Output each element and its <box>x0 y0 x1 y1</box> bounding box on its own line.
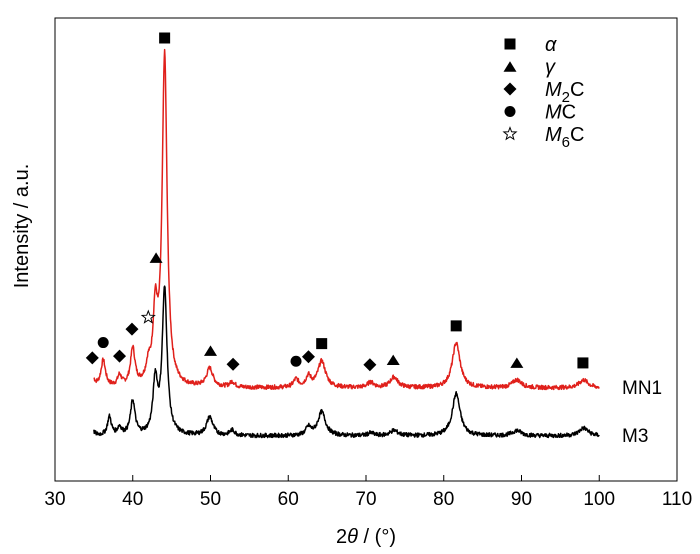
legend-label-italic: α <box>545 34 557 56</box>
marker-triangle <box>386 354 400 366</box>
marker-circle <box>97 337 109 349</box>
marker-diamond <box>301 350 315 364</box>
legend-symbol-square <box>504 38 516 50</box>
marker-triangle <box>149 252 163 263</box>
marker-diamond <box>113 349 127 363</box>
x-axis-label-unit: / (°) <box>358 526 396 548</box>
legend-label: M2C <box>545 79 584 106</box>
legend-label-italic: M <box>545 102 562 124</box>
series-label-mn1: MN1 <box>622 378 662 399</box>
marker-square <box>316 338 328 350</box>
legend-label-suffix: C <box>570 79 584 101</box>
marker-circle <box>290 355 302 367</box>
series-label-m3: M3 <box>622 426 648 447</box>
legend-label: M6C <box>545 124 584 151</box>
legend-symbol-star <box>502 126 518 141</box>
x-tick-label: 100 <box>583 489 615 510</box>
legend-label-suffix: C <box>570 124 584 146</box>
legend-label-subscript: 6 <box>562 134 570 151</box>
marker-star <box>140 309 156 324</box>
x-tick-label: 90 <box>511 489 532 510</box>
x-axis-label-prefix: 2 <box>336 526 347 548</box>
y-axis-label: Intensity / a.u. <box>11 164 33 289</box>
legend-symbol-circle <box>504 106 516 117</box>
series-line-mn1 <box>93 48 600 391</box>
legend-label-italic: γ <box>545 57 556 79</box>
x-tick-label: 60 <box>278 489 299 510</box>
marker-diamond <box>85 351 99 365</box>
series-labels: MN1 M3 <box>622 378 662 447</box>
x-tick-label: 110 <box>662 489 692 510</box>
legend-label-italic: M <box>545 79 562 101</box>
legend-label: MC <box>545 102 576 124</box>
marker-square <box>577 357 589 369</box>
legend-symbol-diamond <box>503 82 517 96</box>
marker-square <box>159 32 171 44</box>
legend-label-subscript: 2 <box>562 89 570 106</box>
series-line-m3 <box>93 285 600 439</box>
legend-label: α <box>545 34 557 56</box>
marker-diamond <box>226 357 240 371</box>
x-tick-label: 40 <box>122 489 143 510</box>
legend-symbol-triangle <box>503 61 517 72</box>
x-tick-label: 50 <box>200 489 221 510</box>
x-tick-label: 70 <box>355 489 376 510</box>
x-axis-label: 2θ / (°) <box>336 526 396 548</box>
marker-diamond <box>363 358 377 372</box>
peak-markers <box>85 32 589 372</box>
legend-label-suffix: C <box>562 102 576 124</box>
marker-triangle <box>204 345 217 356</box>
x-axis-label-theta: θ <box>347 526 358 548</box>
series-lines <box>93 48 600 439</box>
x-tick-label: 80 <box>433 489 454 510</box>
x-tick-label: 30 <box>44 489 65 510</box>
marker-square <box>450 320 462 332</box>
legend-label: γ <box>545 57 556 79</box>
marker-triangle <box>510 357 524 368</box>
x-axis-ticks: 30 40 50 60 70 80 90 100 110 <box>44 475 692 510</box>
marker-diamond <box>125 322 139 336</box>
legend-label-italic: M <box>545 124 562 146</box>
